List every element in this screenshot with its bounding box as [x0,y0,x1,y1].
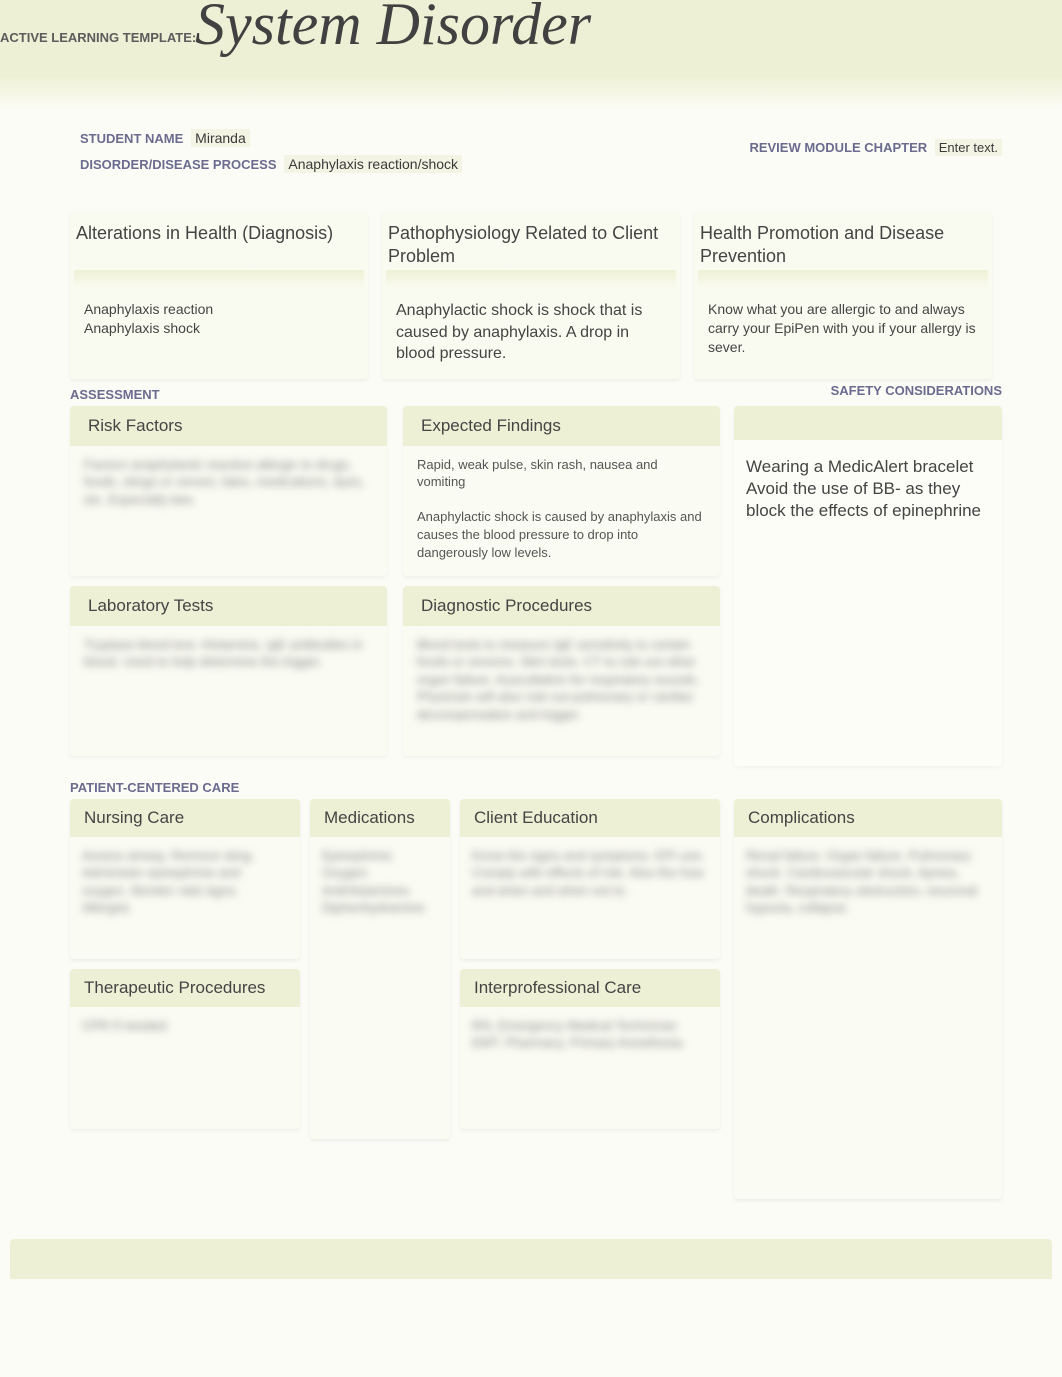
safety-label: SAFETY CONSIDERATIONS [831,383,1062,398]
therapeutic-box: Therapeutic Procedures CPR if needed [70,969,300,1129]
disorder-value[interactable]: Anaphylaxis reaction/shock [284,155,462,173]
lab-tests-title: Laboratory Tests [70,586,387,626]
complications-title: Complications [734,799,1002,837]
health-promotion-content[interactable]: Know what you are allergic to and always… [694,292,992,371]
page-root: ACTIVE LEARNING TEMPLATE: System Disorde… [0,0,1062,1319]
client-education-content[interactable]: Know the signs and symptoms. EPI use. Co… [460,837,720,910]
pcc-wrap: Nursing Care Assess airway. Remove sting… [0,799,1062,1199]
nursing-care-content[interactable]: Assess airway. Remove sting. Administer … [70,837,300,927]
risk-factors-box: Risk Factors Factors anaphylactic reacti… [70,406,387,576]
assessment-row-1: Risk Factors Factors anaphylactic reacti… [70,406,720,576]
template-label: ACTIVE LEARNING TEMPLATE: [0,30,196,45]
pathophysiology-title: Pathophysiology Related to Client Proble… [382,212,680,268]
safety-content[interactable]: Wearing a MedicAlert bracelet Avoid the … [734,440,1002,538]
alterations-box: Alterations in Health (Diagnosis) Anaphy… [70,212,368,379]
diagnostic-box: Diagnostic Procedures Blood tests to mea… [403,586,720,756]
lab-tests-content[interactable]: Tryptase blood test. Histamine, IgE anti… [70,626,387,681]
lab-tests-box: Laboratory Tests Tryptase blood test. Hi… [70,586,387,756]
assessment-left: Risk Factors Factors anaphylactic reacti… [70,406,720,766]
therapeutic-title: Therapeutic Procedures [70,969,300,1007]
page-title: System Disorder [195,0,591,59]
diagnostic-title: Diagnostic Procedures [403,586,720,626]
medications-title: Medications [310,799,450,837]
assessment-wrap: Risk Factors Factors anaphylactic reacti… [0,406,1062,766]
student-name-value[interactable]: Miranda [191,129,250,147]
review-module-label: REVIEW MODULE CHAPTER [749,140,927,155]
disorder-line: DISORDER/DISEASE PROCESS Anaphylaxis rea… [80,156,982,172]
health-promotion-box: Health Promotion and Disease Prevention … [694,212,992,379]
top-three-row: Alterations in Health (Diagnosis) Anaphy… [0,212,1062,379]
risk-factors-title: Risk Factors [70,406,387,446]
medications-box: Medications Epinephrine. Oxygen. AntiHis… [310,799,450,1139]
safety-box: Wearing a MedicAlert bracelet Avoid the … [734,406,1002,766]
risk-factors-content[interactable]: Factors anaphylactic reaction allergic t… [70,446,387,519]
divider [386,270,676,288]
interprofessional-box: Interprofessional Care RN, Emergency Med… [460,969,720,1129]
assessment-row-2: Laboratory Tests Tryptase blood test. Hi… [70,586,720,756]
expected-findings-content[interactable]: Rapid, weak pulse, skin rash, nausea and… [403,446,720,571]
pcc-right: Complications Renal failure. Organ failu… [734,799,1002,1199]
complications-box: Complications Renal failure. Organ failu… [734,799,1002,1199]
review-module-line: REVIEW MODULE CHAPTER Enter text. [749,140,1002,155]
pcc-col-1: Nursing Care Assess airway. Remove sting… [70,799,300,1199]
diagnostic-content[interactable]: Blood tests to measure IgE sensitivity t… [403,626,720,734]
complications-content[interactable]: Renal failure. Organ failure. Pulmonary … [734,837,1002,927]
health-promotion-title: Health Promotion and Disease Prevention [694,212,992,268]
footer-band [10,1239,1052,1279]
client-education-box: Client Education Know the signs and symp… [460,799,720,959]
alterations-title: Alterations in Health (Diagnosis) [70,212,368,268]
assessment-right: Wearing a MedicAlert bracelet Avoid the … [734,406,1002,766]
nursing-care-box: Nursing Care Assess airway. Remove sting… [70,799,300,959]
client-education-title: Client Education [460,799,720,837]
alterations-content[interactable]: Anaphylaxis reaction Anaphylaxis shock [70,292,368,352]
expected-findings-title: Expected Findings [403,406,720,446]
divider [74,270,364,288]
disorder-label: DISORDER/DISEASE PROCESS [80,157,277,172]
therapeutic-content[interactable]: CPR if needed [70,1007,300,1045]
divider [698,270,988,288]
pcc-col-3: Client Education Know the signs and symp… [460,799,720,1199]
info-row: STUDENT NAME Miranda DISORDER/DISEASE PR… [0,130,1062,172]
pcc-col-2: Medications Epinephrine. Oxygen. AntiHis… [310,799,450,1199]
pcc-label: PATIENT-CENTERED CARE [0,778,1062,799]
nursing-care-title: Nursing Care [70,799,300,837]
student-name-label: STUDENT NAME [80,131,183,146]
safety-header-bar [734,406,1002,440]
pathophysiology-content[interactable]: Anaphylactic shock is shock that is caus… [382,292,680,379]
pcc-left: Nursing Care Assess airway. Remove sting… [70,799,720,1199]
expected-findings-box: Expected Findings Rapid, weak pulse, ski… [403,406,720,576]
review-module-value[interactable]: Enter text. [935,139,1002,156]
pathophysiology-box: Pathophysiology Related to Client Proble… [382,212,680,379]
interprofessional-content[interactable]: RN, Emergency Medical Technician EMT. Ph… [460,1007,720,1062]
interprofessional-title: Interprofessional Care [460,969,720,1007]
header-banner: ACTIVE LEARNING TEMPLATE: System Disorde… [0,0,1062,110]
medications-content[interactable]: Epinephrine. Oxygen. AntiHistamines. Dip… [310,837,450,927]
